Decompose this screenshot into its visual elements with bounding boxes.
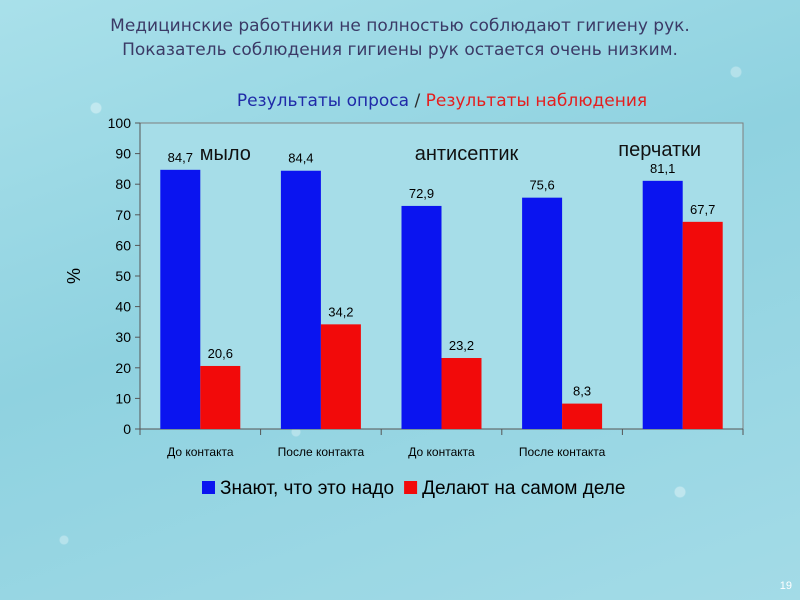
bar-value-label: 20,6: [208, 346, 233, 361]
bar-do: [682, 221, 723, 429]
y-tick-label: 0: [123, 421, 131, 437]
y-tick-label: 40: [115, 299, 131, 315]
slide-title-line-1: Медицинские работники не полностью соблю…: [110, 16, 690, 36]
y-tick-label: 30: [115, 329, 131, 345]
y-axis-title: %: [64, 268, 84, 284]
y-tick-label: 20: [115, 360, 131, 376]
x-tick-label: После контакта: [519, 445, 606, 459]
group-annotation: антисептик: [415, 143, 519, 165]
y-tick-label: 60: [115, 237, 131, 253]
x-tick-label: После контакта: [278, 445, 365, 459]
bar-value-label: 84,7: [168, 150, 193, 165]
bar-value-label: 34,2: [328, 304, 353, 319]
bar-value-label: 72,9: [409, 186, 434, 201]
slide-title-line-2: Показатель соблюдения гигиены рук остает…: [122, 40, 678, 60]
group-annotation: мыло: [200, 143, 251, 165]
y-tick-label: 50: [115, 268, 131, 284]
legend-swatch-do: [404, 481, 418, 494]
x-tick-label: До контакта: [408, 445, 475, 459]
legend-label: Делают на самом деле: [422, 478, 625, 499]
y-tick-label: 90: [115, 146, 131, 162]
legend-label: Знают, что это надо: [220, 478, 394, 499]
bar-value-label: 23,2: [449, 338, 474, 353]
y-tick-label: 80: [115, 176, 131, 192]
bar-know: [522, 197, 563, 429]
page-number: 19: [779, 580, 792, 592]
y-tick-label: 70: [115, 207, 131, 223]
bar-do: [562, 403, 603, 429]
group-annotation: перчатки: [618, 139, 701, 161]
bar-know: [160, 169, 201, 429]
legend-swatch-know: [202, 481, 215, 494]
y-tick-label: 10: [115, 390, 131, 406]
bar-know: [280, 170, 321, 429]
bar-do: [441, 358, 482, 429]
bar-do: [200, 365, 241, 429]
bar-do: [320, 324, 361, 429]
bar-value-label: 81,1: [650, 161, 675, 176]
chart-subtitle: Результаты опроса / Результаты наблюдени…: [0, 91, 800, 111]
y-tick-label: 100: [108, 115, 132, 131]
x-tick-label: До контакта: [167, 445, 234, 459]
bar-know: [401, 205, 442, 429]
bar-value-label: 84,4: [288, 151, 313, 166]
subtitle-observation: Результаты наблюдения: [425, 91, 648, 111]
bar-value-label: 67,7: [690, 202, 715, 217]
subtitle-survey: Результаты опроса: [236, 91, 410, 111]
bar-value-label: 8,3: [573, 384, 591, 399]
bar-value-label: 75,6: [529, 178, 554, 193]
bar-know: [642, 180, 683, 429]
subtitle-separator: /: [409, 91, 426, 111]
